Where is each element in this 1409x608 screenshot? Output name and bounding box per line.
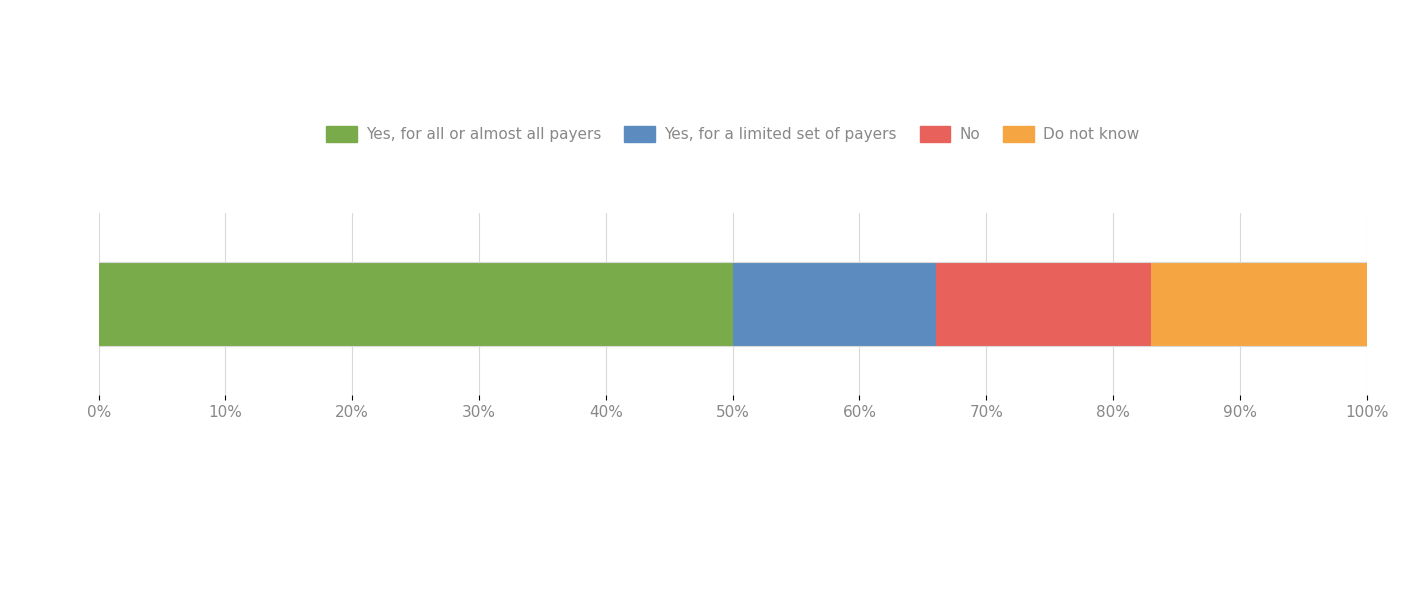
Bar	[936, 262, 1151, 346]
Legend: Yes, for all or almost all payers, Yes, for a limited set of payers, No, Do not : Yes, for all or almost all payers, Yes, …	[320, 120, 1146, 148]
Bar	[733, 262, 936, 346]
Bar	[1151, 262, 1367, 346]
Bar	[99, 262, 733, 346]
